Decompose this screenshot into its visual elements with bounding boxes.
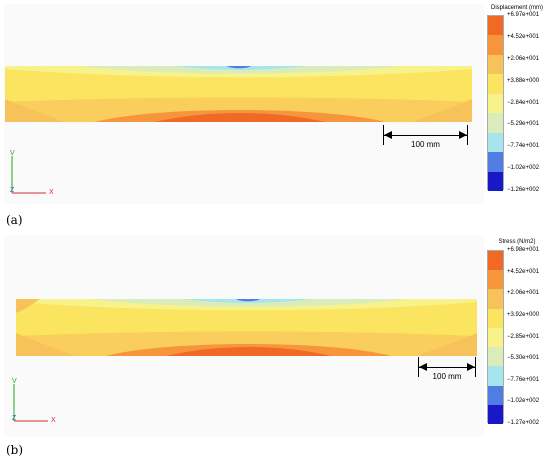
- legend-swatch: [488, 366, 503, 387]
- panel-a: V Z X 100 mm Displacement (mm) +6.97e+00…: [4, 2, 550, 227]
- legend-swatch: [488, 385, 503, 406]
- axis-v-label: V: [12, 378, 17, 385]
- legend-swatch: [488, 152, 503, 173]
- legend-swatch: [488, 74, 503, 95]
- axis-x-label: X: [49, 189, 54, 196]
- axis-x-label: X: [51, 417, 56, 424]
- legend-tick-label: +3.92e+000: [507, 311, 540, 318]
- scale-line: [383, 135, 468, 136]
- legend-tick-label: −5.30e+001: [507, 355, 540, 362]
- scale-label: 100 mm: [432, 372, 462, 381]
- axis-v-label: V: [10, 150, 15, 157]
- legend-swatch: [488, 404, 503, 425]
- color-legend: Stress (N/m2) +6.98e+001 +4.52e+001 +2.06e…: [484, 235, 550, 426]
- axis-lines: [13, 384, 48, 422]
- legend-swatch: [488, 270, 503, 290]
- axis-triad: V Z X: [8, 150, 58, 196]
- legend-title: Displacement (mm): [490, 5, 543, 11]
- legend-swatch: [488, 54, 503, 75]
- legend-swatch: [488, 308, 503, 329]
- panel-label: (a): [6, 213, 23, 227]
- scale-arrow-left-icon: [419, 363, 427, 371]
- legend-swatch: [488, 132, 503, 153]
- legend-tick-label: −1.26e+002: [507, 187, 540, 193]
- legend-swatch: [488, 327, 503, 348]
- legend-color-bar: [487, 15, 504, 192]
- legend-swatch: [488, 16, 503, 36]
- scale-arrow-right-icon: [459, 131, 467, 139]
- axis-z-label: Z: [12, 415, 17, 422]
- axis-z-label: Z: [10, 187, 15, 194]
- scale-line: [418, 367, 476, 368]
- legend-swatch: [488, 251, 503, 271]
- axis-triad: V Z X: [8, 378, 58, 424]
- legend-tick-label: −1.02e+002: [507, 398, 540, 405]
- legend-swatch: [488, 35, 503, 56]
- legend-tick-label: −1.02e+002: [507, 165, 540, 172]
- scale-label: 100 mm: [411, 140, 440, 149]
- legend-swatch: [488, 93, 503, 114]
- scale-arrow-left-icon: [384, 131, 392, 139]
- legend-tick-label: +2.06e+001: [507, 290, 540, 297]
- legend-tick-label: +3.88e+000: [507, 77, 540, 84]
- legend-title: Stress (N/m2): [498, 239, 536, 245]
- color-legend: Displacement (mm) +6.97e+001 +4.52e+001 +2…: [484, 2, 550, 193]
- legend-tick-label: +2.06e+001: [507, 55, 540, 62]
- legend-tick-label: −1.27e+002: [507, 420, 540, 426]
- legend-tick-label: −2.84e+001: [507, 99, 540, 106]
- legend-tick-label: −7.74e+001: [507, 143, 540, 150]
- legend-swatch: [488, 171, 503, 192]
- legend-tick-label: +6.98e+001: [507, 247, 540, 253]
- legend-tick-label: −2.85e+001: [507, 333, 540, 340]
- legend-tick-label: +4.52e+001: [507, 268, 540, 275]
- scale-bar: 100 mm: [418, 357, 476, 383]
- beam-contour-plot: [5, 66, 472, 122]
- legend-swatch: [488, 347, 503, 367]
- legend-tick-label: −5.29e+001: [507, 121, 540, 128]
- axis-lines: [11, 156, 46, 194]
- legend-swatch: [488, 113, 503, 134]
- scale-bar: 100 mm: [383, 125, 468, 151]
- panel-label: (b): [6, 443, 24, 457]
- legend-color-bar: [487, 250, 504, 425]
- legend-tick-label: +4.52e+001: [507, 33, 540, 40]
- legend-tick-label: +6.97e+001: [507, 12, 540, 18]
- legend-tick-label: −7.76e+001: [507, 376, 540, 383]
- legend-swatch: [488, 289, 503, 310]
- scale-arrow-right-icon: [467, 363, 475, 371]
- beam-contour-plot: [16, 299, 477, 356]
